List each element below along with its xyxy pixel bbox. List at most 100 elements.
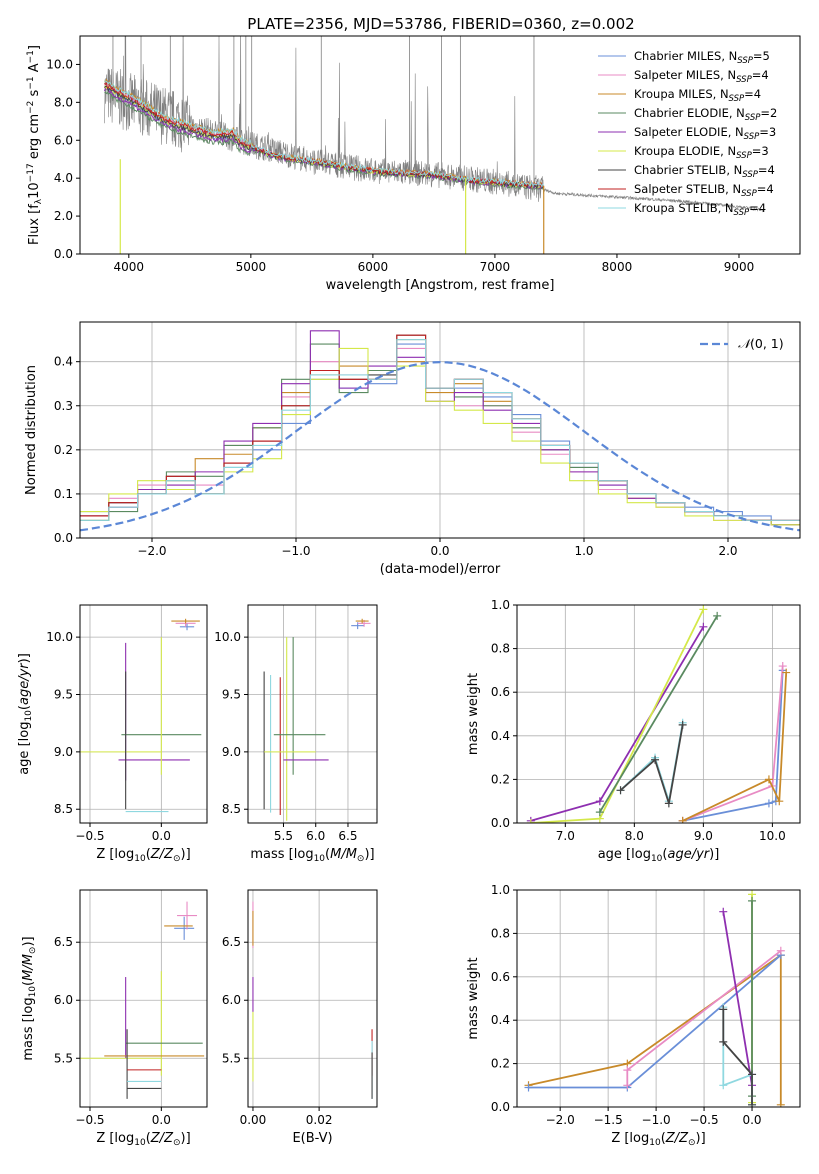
y-tick-label: 0.0 [54, 247, 73, 261]
y-axis-label: mass weight [466, 673, 481, 755]
mass-weight-marker [778, 662, 787, 671]
mass-weight-marker [678, 816, 687, 823]
mass-weight-marker [776, 1100, 785, 1107]
y-tick-label: 9.0 [222, 745, 241, 759]
y-tick-label: 8.5 [54, 802, 73, 816]
y-tick-label: 0.8 [491, 642, 510, 656]
legend-entry: Kroupa MILES, NSSP=4 [634, 87, 761, 104]
axes-frame [79, 321, 801, 539]
axes-frame [79, 35, 801, 255]
gaussian-curve [80, 360, 800, 532]
y-tick-label: 10.0 [214, 630, 241, 644]
model-spectrum-line [104, 80, 545, 188]
gridlines [248, 605, 377, 823]
x-tick-label: 10.0 [759, 829, 786, 843]
x-tick-label: 0.0 [430, 544, 449, 558]
mass-weight-marker [595, 808, 604, 817]
mass-weight-marker [713, 611, 722, 620]
x-tick-label: −0.5 [689, 1113, 718, 1127]
y-tick-label: 0.1 [54, 487, 73, 501]
panel-age-vs-mass: 5.5 6.0 6.5 8.5 9.0 9.5 10.0 mass [log10(M/M⊙)] [214, 604, 378, 864]
y-tick-label: 6.0 [54, 133, 73, 147]
y-tick-label: 6.5 [222, 935, 241, 949]
x-tick-label: 4000 [114, 260, 145, 274]
y-tick-label: 10.0 [46, 630, 73, 644]
plot-area [80, 618, 202, 813]
x-tick-label: 6.0 [306, 829, 325, 843]
panel-massweight-vs-age: 7.0 8.0 9.0 10.0 0.0 0.2 0.4 0.6 0.8 1.0 age [log1… [466, 598, 801, 864]
legend-entry: Chabrier ELODIE, NSSP=2 [634, 106, 777, 123]
axes-frame [516, 604, 801, 824]
x-tick-label: 0.02 [306, 1113, 333, 1127]
mass-weight-line [530, 626, 705, 822]
mass-weight-marker [776, 946, 785, 955]
legend-entry: Kroupa STELIB, NSSP=4 [634, 201, 766, 218]
x-tick-label: −2.0 [137, 544, 166, 558]
y-tick-label: 0.4 [491, 729, 510, 743]
mass-weight-marker [719, 1037, 728, 1046]
x-tick-label: 6000 [358, 260, 389, 274]
legend-entry: Chabrier STELIB, NSSP=4 [634, 163, 775, 180]
y-tick-label: 1.0 [491, 598, 510, 612]
plot-area [524, 890, 785, 1107]
x-tick-label: 0.00 [240, 1113, 267, 1127]
panel-mass-vs-EBV: 0.00 0.02 5.5 6.0 6.5 E(B-V) [222, 889, 378, 1146]
x-axis-label: Z [log10(Z/Z⊙)] [96, 847, 190, 864]
plot-area [252, 901, 373, 1099]
y-tick-label: 0.3 [54, 399, 73, 413]
figure-title: PLATE=2356, MJD=53786, FIBERID=0360, z=0… [247, 15, 634, 33]
mass-weight-marker [775, 797, 784, 806]
mass-weight-marker [782, 668, 791, 677]
x-tick-label: 0.0 [152, 1113, 171, 1127]
data-spectrum-line [104, 36, 764, 213]
x-axis-label: Z [log10(Z/Z⊙)] [96, 1131, 190, 1148]
gridlines [248, 890, 377, 1107]
plot-area [80, 330, 800, 532]
mass-weight-line [528, 954, 782, 1089]
mass-weight-marker [719, 1005, 728, 1014]
x-tick-label: 0.0 [152, 829, 171, 843]
y-tick-label: 8.0 [54, 95, 73, 109]
mass-weight-marker [678, 720, 687, 729]
mass-weight-line [682, 672, 788, 822]
y-tick-label: 10.0 [46, 57, 73, 71]
plot-area [80, 901, 205, 1099]
y-tick-label: 9.0 [54, 745, 73, 759]
mass-weight-marker [623, 1081, 632, 1090]
legend-entry: Salpeter ELODIE, NSSP=3 [634, 125, 776, 142]
legend-entry: Kroupa ELODIE, NSSP=3 [634, 144, 769, 161]
y-tick-label: 5.5 [222, 1051, 241, 1065]
x-tick-label: −0.5 [75, 829, 104, 843]
y-tick-label: 9.5 [222, 687, 241, 701]
legend-entry: Salpeter MILES, NSSP=4 [634, 68, 769, 85]
x-tick-label: 6.5 [338, 829, 357, 843]
axes-frame [79, 889, 208, 1108]
y-tick-label: 1.0 [491, 883, 510, 897]
y-tick-label: 0.0 [491, 1100, 510, 1114]
legend: Chabrier MILES, NSSP=5 Salpeter MILES, NS… [598, 49, 777, 218]
y-tick-label: 0.6 [491, 970, 510, 984]
mass-weight-marker [748, 1100, 757, 1107]
y-tick-label: 0.2 [491, 772, 510, 786]
mass-weight-marker [764, 775, 773, 784]
y-tick-label: 0.2 [491, 1057, 510, 1071]
mass-weight-marker [616, 786, 625, 795]
axes-frame [247, 889, 378, 1108]
y-tick-label: 8.5 [222, 802, 241, 816]
plot-area [526, 605, 791, 823]
y-axis-label: Flux [fλ10−17 erg cm−2 s−1 A−1] [26, 45, 44, 245]
x-axis-label: Z [log10(Z/Z⊙)] [611, 1131, 705, 1148]
y-tick-label: 6.0 [54, 993, 73, 1007]
x-tick-label: −0.5 [75, 1113, 104, 1127]
gridlines [80, 605, 207, 823]
mass-weight-marker [699, 622, 708, 631]
mass-weight-marker [651, 755, 660, 764]
panel-mass-vs-Z: −0.5 0.0 5.5 6.0 6.5 Z [log10(Z/Z⊙)] mass [log… [21, 889, 208, 1148]
mass-weight-marker [526, 819, 535, 823]
x-tick-label: 7000 [480, 260, 511, 274]
y-tick-label: 0.4 [491, 1013, 510, 1027]
y-axis-label: age [log10(age/yr)] [17, 653, 34, 775]
panel-spectrum: 4000 5000 6000 7000 8000 9000 0.0 2.0 4.0 6.0 8.0 1… [26, 35, 801, 293]
mass-weight-marker [748, 896, 757, 905]
